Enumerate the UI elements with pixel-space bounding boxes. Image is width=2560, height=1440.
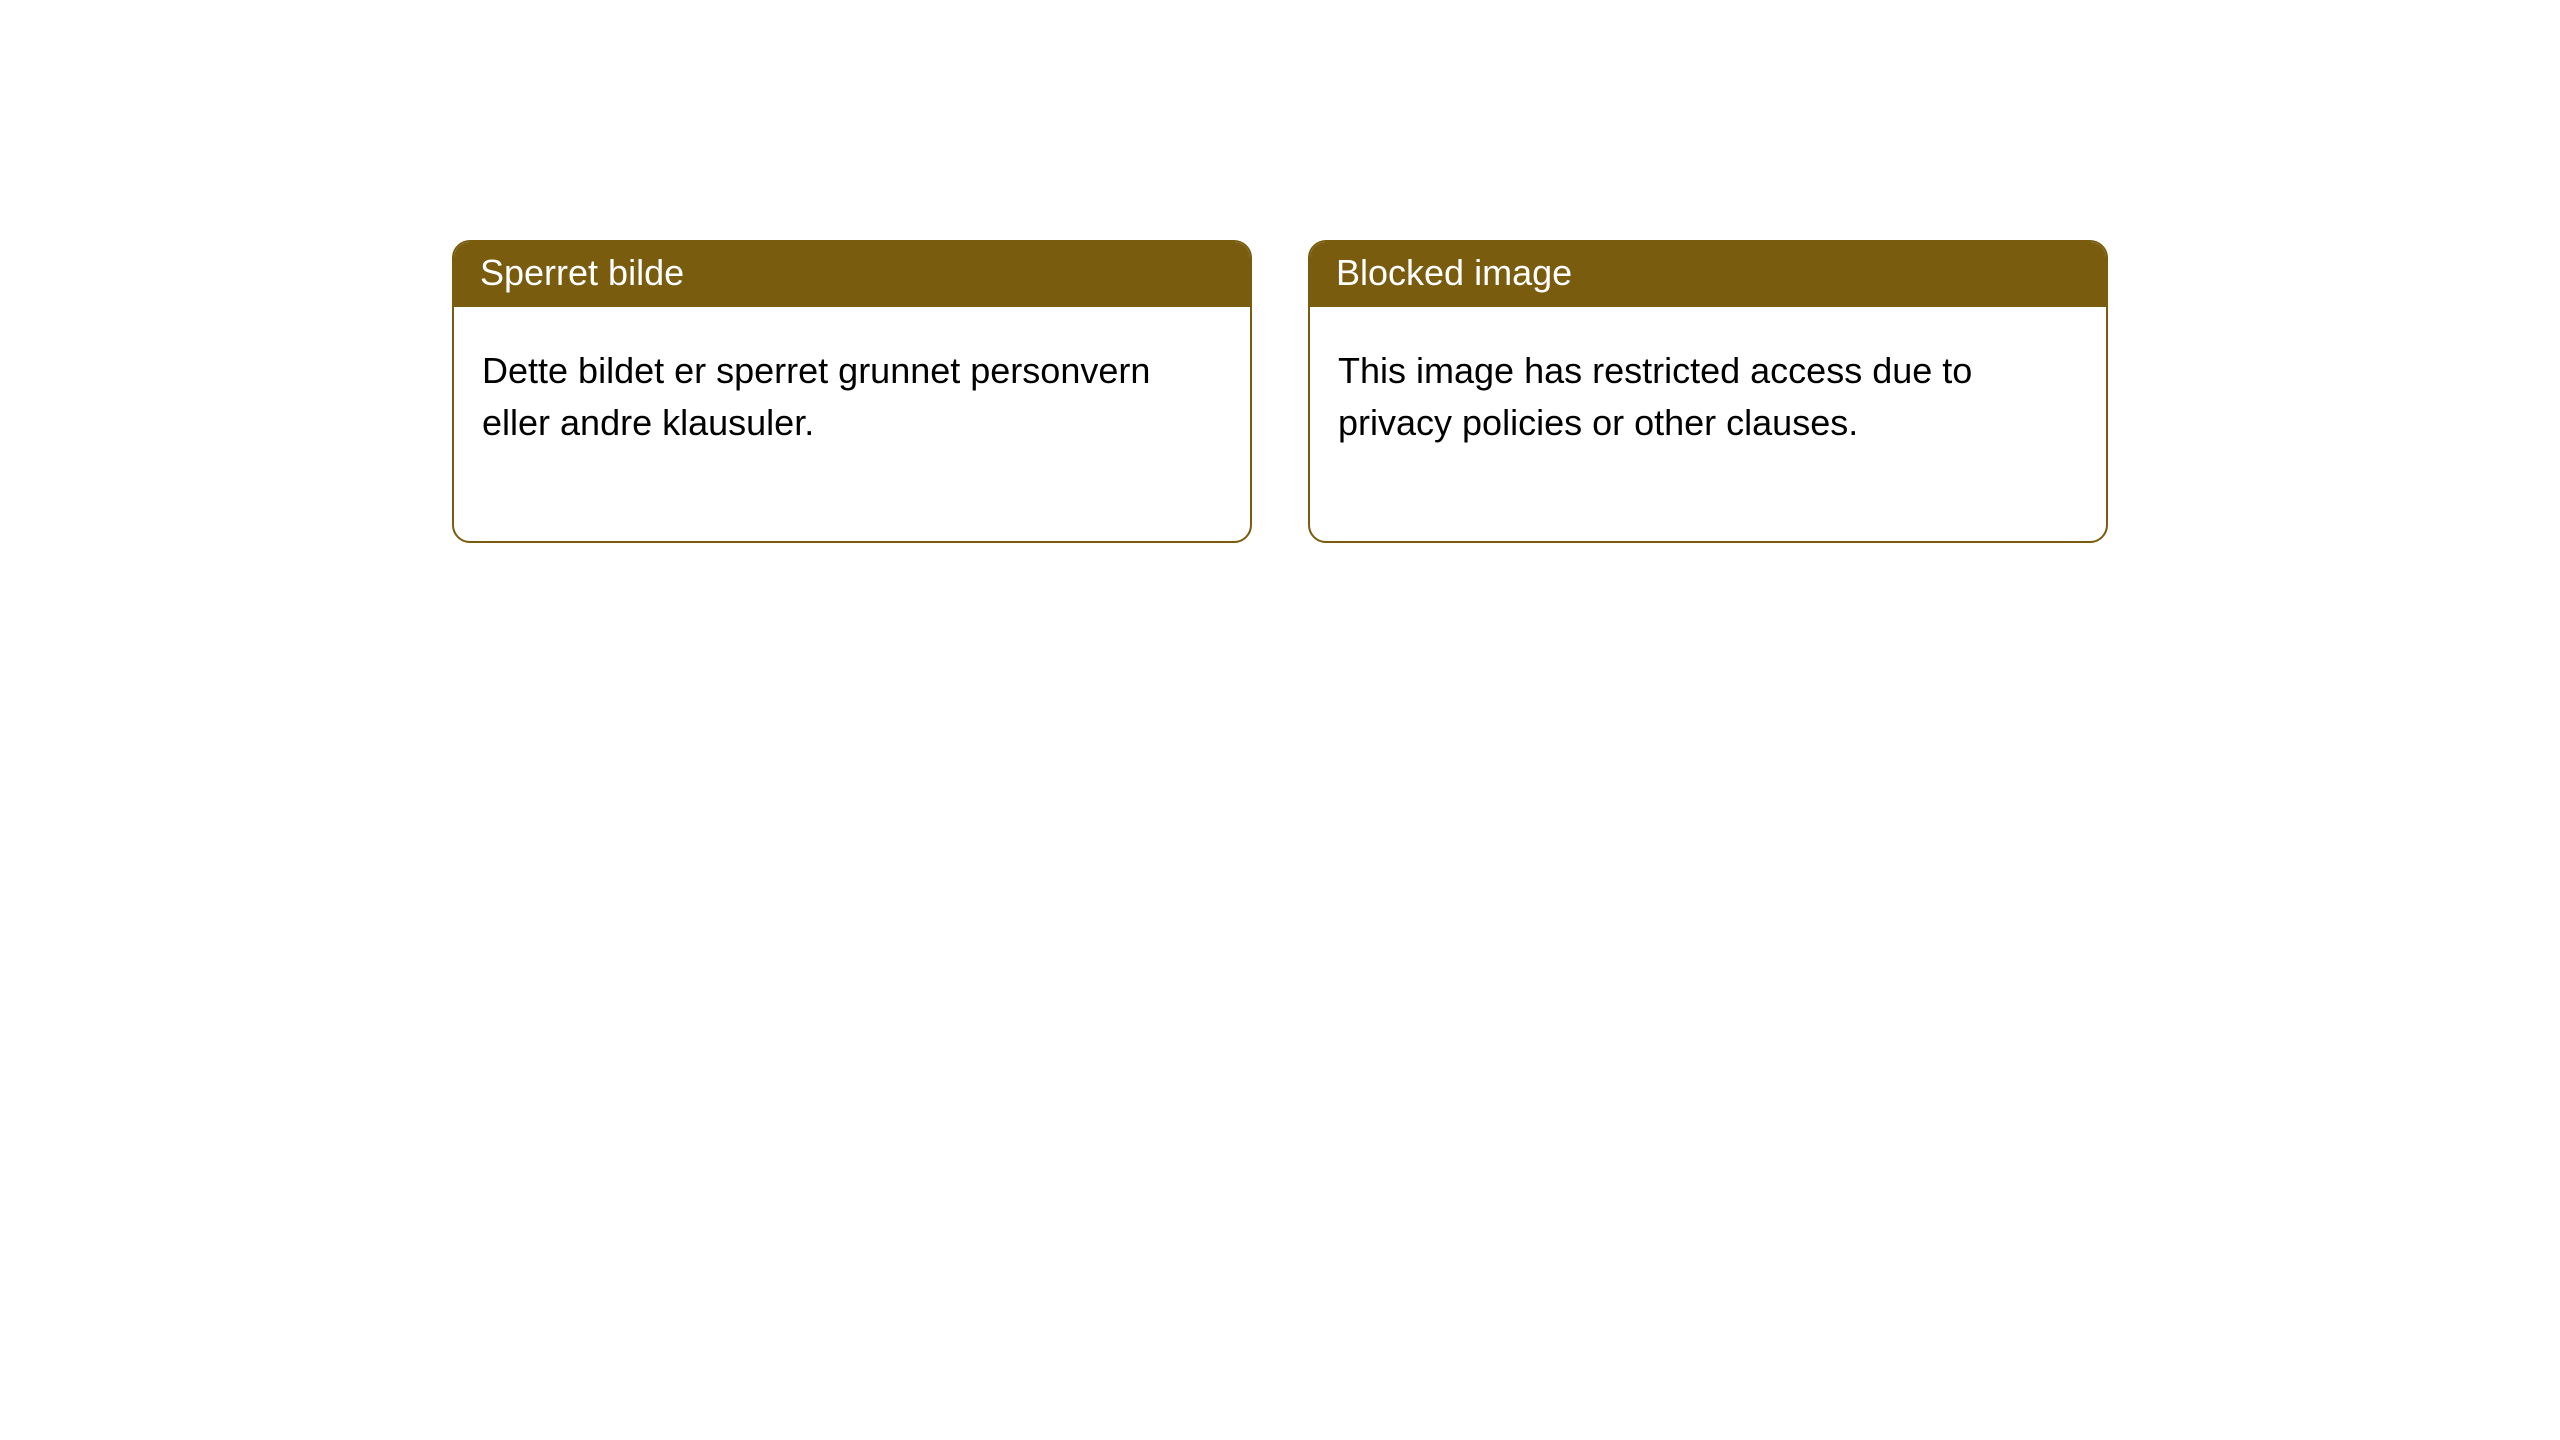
notice-body: This image has restricted access due to …	[1310, 307, 2106, 541]
notice-card-english: Blocked image This image has restricted …	[1308, 240, 2108, 543]
notice-card-norwegian: Sperret bilde Dette bildet er sperret gr…	[452, 240, 1252, 543]
notice-header: Sperret bilde	[454, 242, 1250, 307]
notice-container: Sperret bilde Dette bildet er sperret gr…	[0, 0, 2560, 543]
notice-body: Dette bildet er sperret grunnet personve…	[454, 307, 1250, 541]
notice-header: Blocked image	[1310, 242, 2106, 307]
